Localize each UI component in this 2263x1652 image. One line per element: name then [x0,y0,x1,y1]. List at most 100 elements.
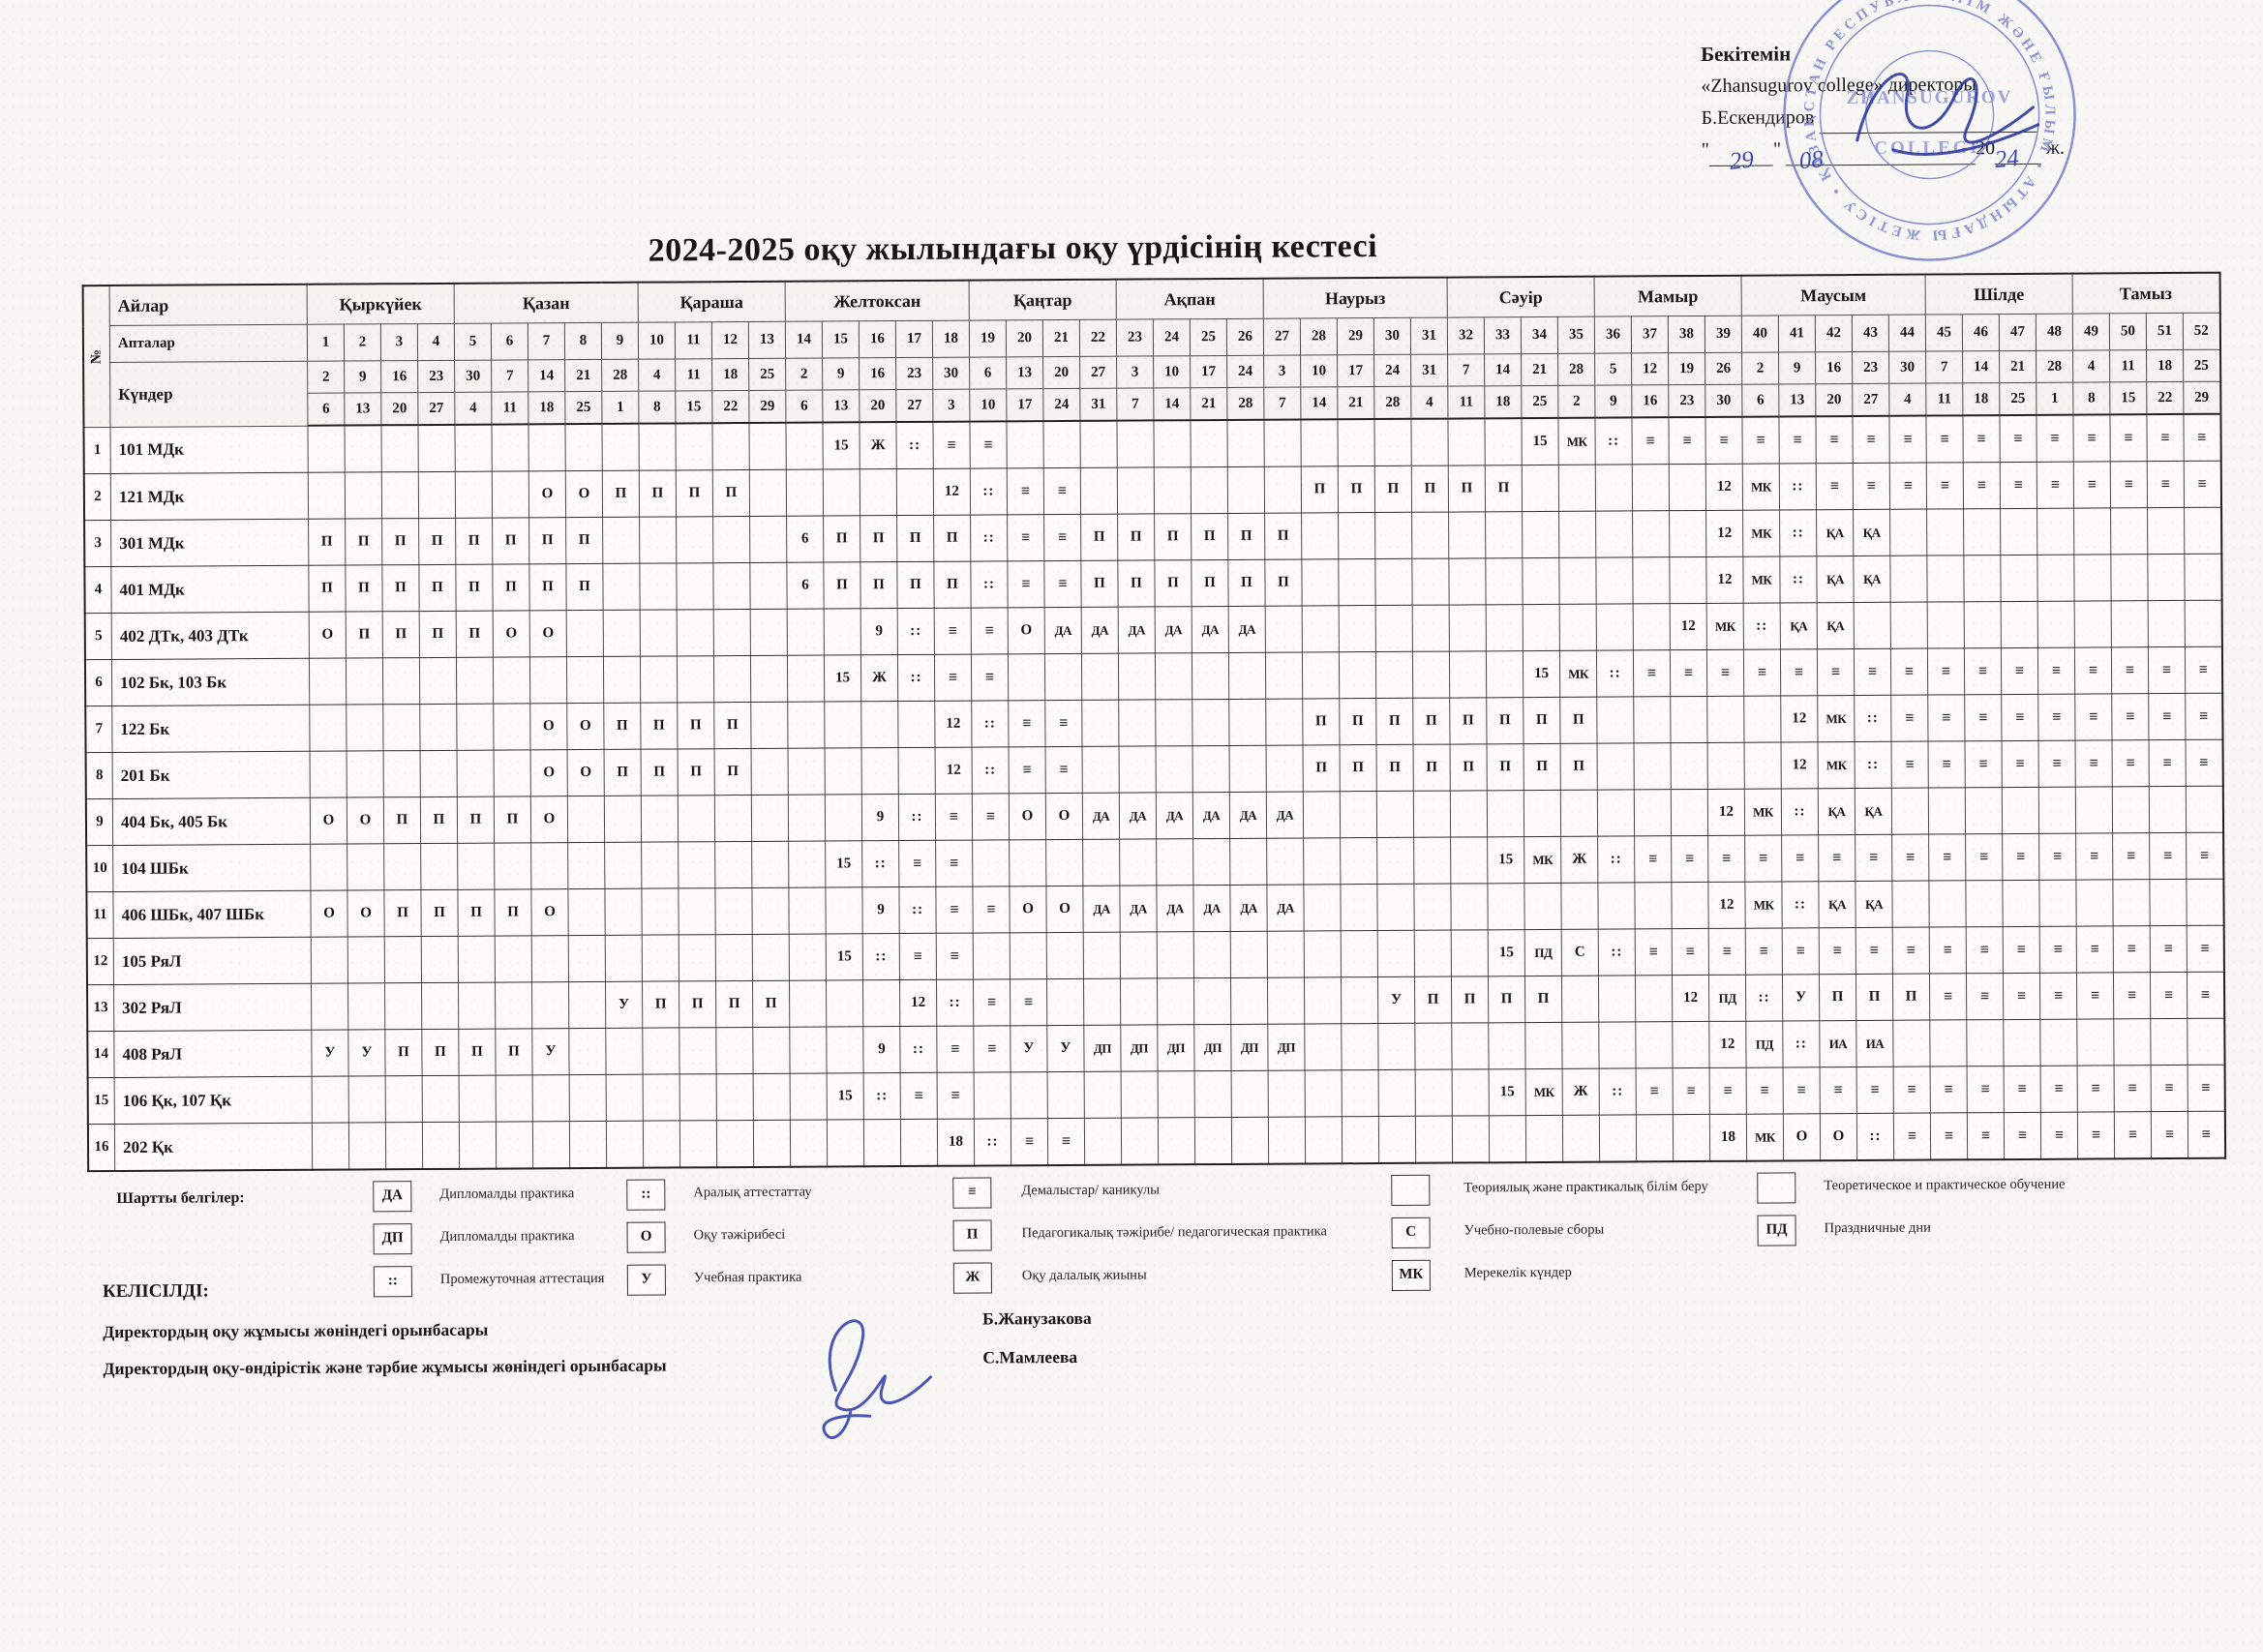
week-cell: ≡ [1043,467,1081,515]
legend-symbol-box: О [626,1221,666,1253]
week-cell [826,979,863,1028]
week-cell: ≡ [1818,834,1856,882]
agreed-role-1: Директордың оқу жұмысы жөніндегі орынбас… [103,1319,489,1342]
week-cell [1118,699,1157,747]
week-cell [1524,1022,1563,1069]
week-cell [380,425,419,472]
week-cell: ≡ [1965,740,2003,788]
week-number-cell: 6 [491,322,528,361]
week-cell: :: [970,467,1008,516]
week-cell [1263,419,1302,467]
week-cell: О [530,796,568,843]
week-cell: О [566,703,605,750]
week-number-cell: 25 [1190,318,1227,356]
week-cell [1265,605,1303,653]
week-end-date: 24 [1042,388,1080,422]
week-cell: ≡ [1890,695,1929,742]
week-cell: ≡ [2111,693,2149,740]
week-cell: 9 [862,1026,901,1073]
week-cell: П [603,703,642,750]
week-cell [1599,1114,1637,1162]
week-start-date: 14 [1484,353,1522,386]
week-start-date: 7 [1925,350,1963,384]
week-cell [1192,652,1229,700]
week-cell: ≡ [1891,834,1929,882]
week-cell: ≡ [1856,927,1893,975]
week-cell [823,468,860,517]
week-cell: П [604,749,642,796]
week-cell: О [1008,607,1045,654]
week-cell: П [419,611,457,658]
week-end-date: 4 [1410,386,1448,419]
week-cell [1116,420,1155,468]
week-cell: ≡ [2110,461,2148,508]
week-cell: ≡ [1668,416,1706,465]
week-cell [1524,790,1561,837]
week-cell: ≡ [934,608,972,655]
week-cell [1231,1117,1269,1164]
week-start-date: 26 [1705,352,1742,385]
week-cell: 12 [1670,603,1707,650]
week-cell [1413,837,1451,885]
week-cell [1558,511,1596,558]
week-cell: ≡ [1673,1067,1710,1115]
week-cell [312,1123,349,1170]
week-cell [1889,556,1928,603]
week-cell: ДА [1192,792,1230,839]
week-cell: ≡ [1007,514,1044,561]
week-cell [750,655,788,703]
week-number-cell: 20 [1006,319,1043,357]
week-cell [454,424,493,472]
week-cell [787,655,825,703]
week-cell [1079,420,1118,468]
week-cell [1965,880,2004,927]
week-number-cell: 33 [1484,316,1522,354]
approval-director-line: Б.Ескендиров [1701,99,2263,135]
week-cell [1006,421,1044,468]
week-cell: ≡ [2076,925,2114,974]
week-cell: ≡ [900,1072,938,1120]
week-number-cell: 51 [2146,313,2184,350]
week-cell [528,424,566,471]
week-cell [1412,651,1450,699]
week-cell: ≡ [1930,1112,1968,1160]
week-end-date: 17 [1006,388,1043,422]
week-cell: ≡ [2000,462,2037,509]
week-cell [678,841,715,888]
week-cell: ≡ [1892,927,1930,975]
week-cell: У [605,981,643,1029]
week-cell: П [641,748,679,796]
week-cell: ҚА [1855,788,1892,835]
week-cell: :: [1782,1020,1821,1067]
week-cell [348,1122,386,1170]
week-start-date: 11 [2109,349,2147,382]
week-cell: П [1339,698,1377,745]
legend-item-label: Дипломалды практика [439,1186,575,1202]
week-cell: 12 [1707,882,1746,929]
week-cell [1340,884,1378,931]
week-cell: П [495,1028,533,1076]
row-number: 6 [84,659,112,706]
week-cell: П [1117,513,1155,561]
week-cell [1228,699,1267,746]
legend-item-label: Праздничные дни [1824,1219,1931,1237]
week-cell [1892,1020,1931,1067]
week-cell: ≡ [934,654,972,702]
group-label: 102 Бк, 103 Бк [111,658,310,706]
week-cell: ≡ [1927,647,1965,696]
week-cell: :: [1597,835,1635,884]
week-cell: :: [1598,928,1636,976]
week-cell: П [896,515,934,562]
week-cell: ≡ [2185,739,2223,787]
week-cell [2150,1018,2188,1066]
week-cell: ≡ [2002,740,2039,788]
week-end-date: 15 [675,390,712,424]
week-cell: П [492,517,529,565]
week-start-date: 18 [711,358,749,391]
week-cell: :: [1596,649,1634,698]
week-cell: П [1488,976,1525,1023]
week-cell: П [896,561,935,609]
week-cell [972,839,1010,887]
week-cell [897,701,936,748]
week-cell [749,469,787,517]
